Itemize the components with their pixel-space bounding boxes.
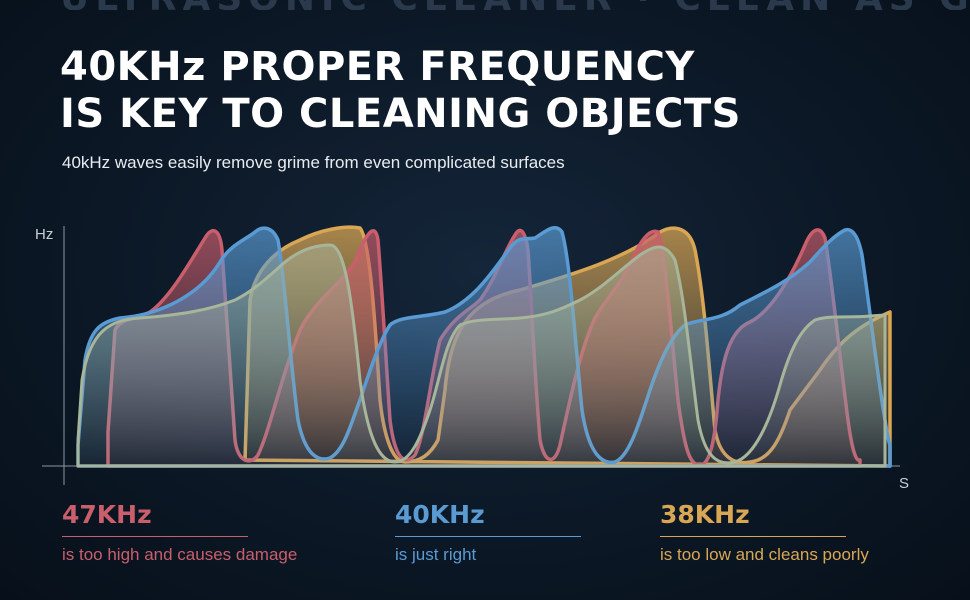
- top-heading-strip: ULTRASONIC CLEANER · CLEAN AS GOOD AS NE…: [0, 0, 970, 10]
- legend-rule-47khz: [62, 536, 248, 537]
- legend-desc-38khz: is too low and cleans poorly: [660, 545, 869, 564]
- legend-desc-47khz: is too high and causes damage: [62, 545, 298, 564]
- legend-item-47khz: 47KHz is too high and causes damage: [62, 500, 297, 565]
- legend-freq-38khz: 38KHz: [660, 500, 750, 529]
- top-heading-text: ULTRASONIC CLEANER · CLEAN AS GOOD AS NE…: [60, 0, 970, 10]
- legend-rule-40khz: [395, 536, 581, 537]
- legend-freq-40khz: 40KHz: [395, 500, 485, 529]
- page-subtitle: 40kHz waves easily remove grime from eve…: [62, 153, 565, 172]
- page-title: 40KHz PROPER FREQUENCY IS KEY TO CLEANIN…: [60, 44, 741, 138]
- legend-item-38khz: 38KHz is too low and cleans poorly: [660, 500, 869, 565]
- legend-item-40khz: 40KHz is just right: [395, 500, 581, 565]
- legend-rule-38khz: [660, 536, 846, 537]
- x-axis-label: S: [899, 475, 909, 492]
- title-line-1: 40KHz PROPER FREQUENCY: [60, 44, 695, 90]
- legend-freq-47khz: 47KHz: [62, 500, 152, 529]
- legend-desc-40khz: is just right: [395, 545, 477, 564]
- y-axis-label: Hz: [35, 226, 53, 243]
- wave-reference-sage: [76, 243, 887, 468]
- title-line-2: IS KEY TO CLEANING OBJECTS: [60, 91, 741, 137]
